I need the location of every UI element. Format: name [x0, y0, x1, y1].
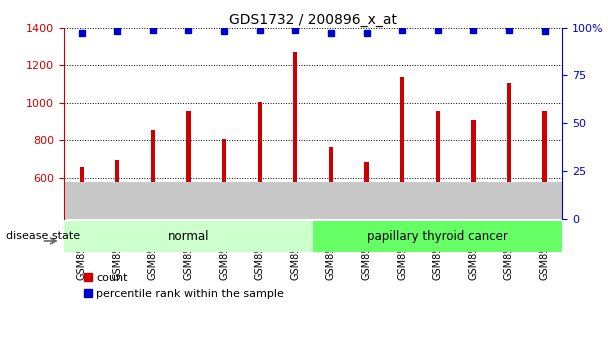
Bar: [258, 102, 262, 181]
Bar: [471, 120, 475, 181]
Bar: [293, 52, 297, 181]
Bar: [80, 167, 84, 181]
Text: normal: normal: [168, 230, 209, 243]
Bar: [364, 162, 368, 181]
Bar: [329, 147, 333, 181]
Bar: [507, 83, 511, 181]
Bar: [64, 221, 313, 252]
Bar: [435, 111, 440, 181]
Bar: [151, 130, 155, 181]
Text: papillary thyroid cancer: papillary thyroid cancer: [367, 230, 508, 243]
Legend: count, percentile rank within the sample: count, percentile rank within the sample: [80, 269, 288, 303]
Bar: [400, 77, 404, 181]
Bar: [222, 139, 226, 181]
Bar: [313, 221, 562, 252]
Text: disease state: disease state: [6, 231, 80, 241]
Bar: [115, 160, 119, 181]
Bar: [186, 111, 191, 181]
Bar: [542, 111, 547, 181]
Title: GDS1732 / 200896_x_at: GDS1732 / 200896_x_at: [229, 12, 397, 27]
Bar: [64, 181, 562, 219]
